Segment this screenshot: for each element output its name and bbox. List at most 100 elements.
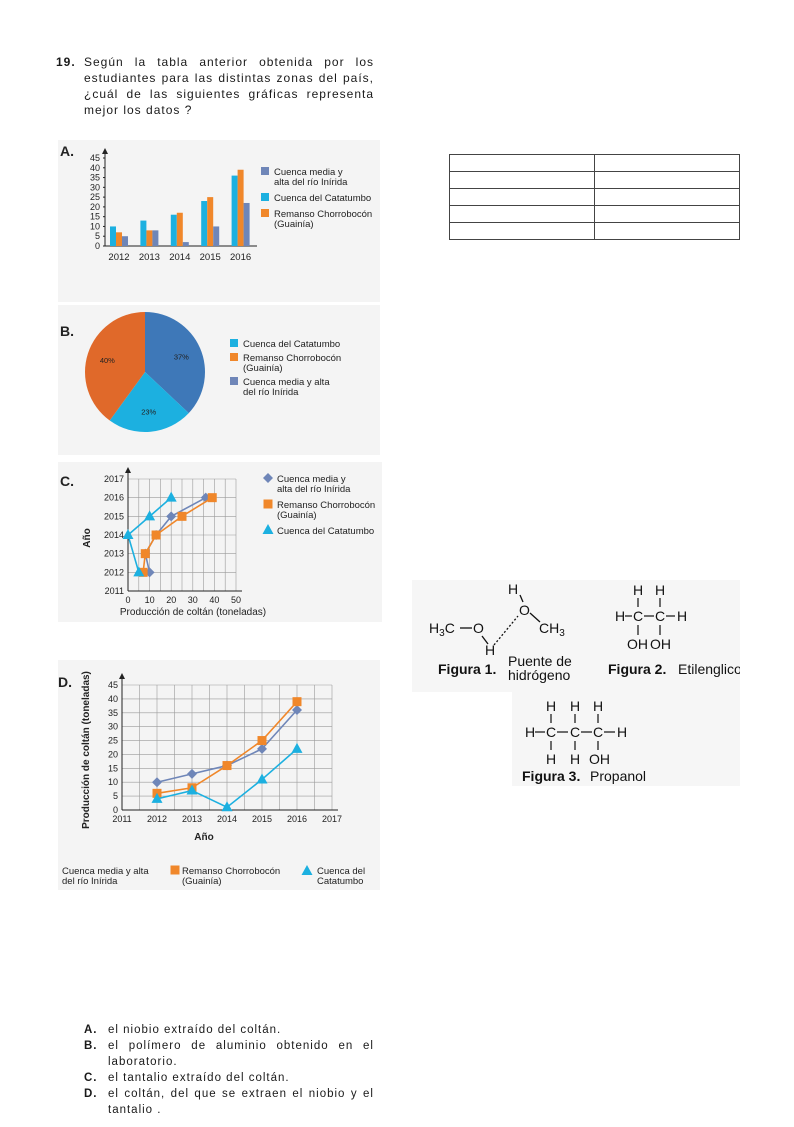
- legend-label: del río Inírida: [243, 387, 299, 398]
- legend-swatch: [261, 209, 269, 217]
- y-tick-label: 25: [90, 192, 100, 202]
- data-point: [165, 491, 177, 502]
- answer-text: el polímero de aluminio obtenido en el l…: [108, 1040, 374, 1068]
- data-point: [187, 768, 197, 779]
- fig3-atom: H: [617, 724, 627, 740]
- y-axis-label: Año: [82, 528, 93, 547]
- table-row: [449, 171, 740, 189]
- data-point: [140, 549, 150, 559]
- figure-1-structure: H3C O H O H CH3: [429, 581, 565, 658]
- fig2-atom: OH: [650, 636, 671, 652]
- bar: [140, 220, 147, 246]
- fig1-label-o2: O: [519, 602, 530, 618]
- legend-label: Cuenca media y: [274, 167, 343, 178]
- data-point: [257, 743, 267, 754]
- data-point: [292, 697, 302, 707]
- data-point: [151, 792, 163, 803]
- chart-c: C. 0 10 20 30 40 50 2011 2012 2013 2014 2015 2016 201…: [60, 467, 375, 618]
- x-tick-label: 2011: [112, 814, 131, 824]
- legend-marker: [262, 524, 274, 534]
- fig2-caption: Figura 2.: [608, 661, 666, 677]
- answer-text: el coltán, del que se extraen el niobio …: [108, 1088, 374, 1116]
- data-point: [152, 777, 162, 788]
- y-tick-label: 2014: [104, 530, 124, 540]
- answer-letter: A.: [84, 1024, 98, 1036]
- data-point: [207, 493, 217, 503]
- pie-label: 37%: [174, 352, 189, 361]
- chart-label: D.: [58, 674, 72, 690]
- x-tick-label: 20: [166, 595, 176, 605]
- y-tick-label: 45: [108, 680, 118, 690]
- y-tick-label: 2013: [104, 549, 124, 559]
- fig3-atom: OH: [589, 751, 610, 767]
- fig2-atom: H: [677, 608, 687, 624]
- legend-marker: [301, 865, 313, 875]
- fig3-atom: C: [546, 724, 556, 740]
- answer-option-d[interactable]: D. el coltán, del que se extraen el niob…: [84, 1086, 374, 1118]
- x-tick-label: 2015: [200, 252, 221, 263]
- legend-label: Cuenca media y alta: [62, 866, 149, 877]
- y-tick-label: 2016: [104, 493, 124, 503]
- legend-label: Cuenca media y alta: [243, 377, 330, 388]
- x-tick-label: 2014: [217, 814, 237, 824]
- question-number: 19.: [56, 55, 76, 69]
- bar: [152, 230, 159, 246]
- fig3-atom: H: [570, 751, 580, 767]
- x-tick-label: 2014: [169, 252, 190, 263]
- y-axis-arrow: [119, 673, 125, 679]
- y-tick-label: 45: [90, 153, 100, 163]
- y-tick-label: 20: [90, 202, 100, 212]
- fig3-atom: H: [570, 698, 580, 714]
- fig3-atom: H: [525, 724, 535, 740]
- answer-option-b[interactable]: B. el polímero de aluminio obtenido en e…: [84, 1038, 374, 1070]
- chart-a-panel: A. 0 5 10 15 20 25 30 35 40 45 2012 2013 2014 2015 2016…: [58, 140, 380, 302]
- bar: [201, 201, 208, 246]
- fig3-atom: C: [570, 724, 580, 740]
- data-point: [151, 530, 161, 540]
- bar: [213, 226, 220, 246]
- fig2-atom: H: [633, 582, 643, 598]
- data-point: [221, 801, 233, 812]
- y-tick-label: 15: [90, 212, 100, 222]
- y-tick-label: 35: [90, 173, 100, 183]
- table-cell: [449, 205, 595, 223]
- table-row: [449, 154, 740, 172]
- y-tick-label: 2011: [105, 586, 124, 596]
- data-point: [256, 773, 268, 784]
- x-tick-label: 2012: [108, 252, 129, 263]
- table-cell: [449, 188, 595, 206]
- y-tick-label: 5: [95, 231, 100, 241]
- x-tick-label: 2015: [252, 814, 272, 824]
- legend-label: (Guainía): [277, 510, 317, 521]
- chart-label: A.: [60, 143, 74, 159]
- x-tick-label: 40: [209, 595, 219, 605]
- data-point: [138, 567, 148, 577]
- y-tick-label: 25: [108, 736, 118, 746]
- bar: [122, 236, 128, 246]
- bar: [176, 212, 183, 246]
- fig2-atom: C: [633, 608, 643, 624]
- legend-label: (Guainía): [243, 363, 283, 374]
- table-row: [449, 188, 740, 206]
- pie-label: 23%: [141, 407, 156, 416]
- fig2-atom: C: [655, 608, 665, 624]
- data-point: [122, 529, 134, 539]
- bar: [182, 242, 189, 246]
- answer-text: el tantalio extraído del coltán.: [108, 1072, 290, 1084]
- answer-option-a[interactable]: A. el niobio extraído del coltán.: [84, 1022, 374, 1038]
- x-tick-label: 2013: [139, 252, 160, 263]
- y-tick-label: 40: [108, 694, 118, 704]
- data-point: [222, 761, 232, 771]
- fig3-atom: H: [546, 698, 556, 714]
- answer-option-c[interactable]: C. el tantalio extraído del coltán.: [84, 1070, 374, 1086]
- hydrogen-bond-dots: [493, 615, 519, 646]
- legend-label: Remanso Chorrobocón: [182, 866, 280, 877]
- data-point: [291, 742, 303, 753]
- table-cell: [594, 222, 740, 240]
- data-point: [144, 510, 156, 521]
- legend-label: Cuenca del: [317, 866, 365, 877]
- legend-label: (Guainía): [274, 219, 314, 230]
- table-cell: [449, 222, 595, 240]
- fig1-label-ch3: CH3: [539, 620, 565, 639]
- chart-c-panel: C. 0 10 20 30 40 50 2011 2012 2013 2014 2015 2016 201…: [58, 462, 382, 622]
